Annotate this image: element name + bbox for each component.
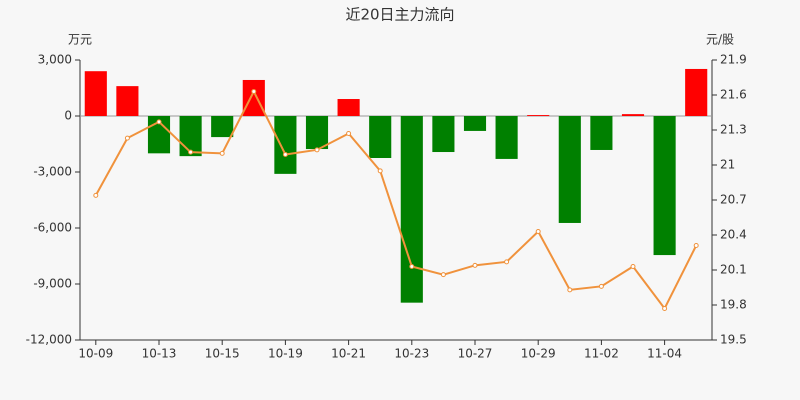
x-tick-label: 11-02 [584, 347, 619, 361]
chart-title: 近20日主力流向 [345, 6, 454, 24]
x-tick-label: 10-13 [142, 347, 177, 361]
y-tick-label: 0 [64, 109, 72, 123]
y2-tick-label: 21.9 [720, 53, 747, 67]
bar [242, 79, 265, 116]
bar [653, 116, 676, 256]
bar [558, 116, 581, 223]
price-point [251, 89, 257, 94]
x-tick-label: 10-23 [394, 347, 429, 361]
bar [527, 115, 550, 116]
x-tick-label: 10-29 [521, 347, 556, 361]
price-point [598, 283, 604, 289]
bar [621, 114, 645, 116]
y-tick-label: -12,000 [26, 333, 72, 347]
bar [369, 116, 392, 158]
y2-tick-label: 19.5 [720, 333, 747, 347]
price-point [662, 306, 668, 311]
bar [432, 116, 455, 153]
x-tick-label: 10-15 [205, 347, 240, 361]
price-point [472, 262, 478, 268]
price-point [535, 229, 541, 234]
x-tick-label: 10-21 [331, 347, 366, 361]
price-point [346, 131, 352, 136]
bar [305, 116, 329, 150]
y2-unit: 元/股 [706, 33, 734, 47]
bar [400, 116, 423, 303]
price-point [93, 192, 99, 198]
y-tick-label: -6,000 [33, 221, 72, 235]
y2-tick-label: 20.7 [720, 193, 747, 207]
x-tick-label: 10-09 [78, 347, 113, 361]
bar [211, 116, 234, 138]
bar [495, 116, 518, 159]
price-point [188, 149, 194, 155]
price-point [377, 168, 383, 174]
y2-tick-label: 20.4 [720, 228, 747, 242]
y-tick-label: -3,000 [33, 165, 72, 179]
bar [116, 86, 139, 116]
price-point [567, 287, 573, 293]
price-point [630, 264, 636, 269]
price-point [504, 259, 510, 265]
price-point [409, 264, 415, 269]
y-tick-label: -9,000 [33, 277, 72, 291]
price-point [124, 135, 130, 141]
y2-tick-label: 21 [720, 158, 735, 172]
x-tick-label: 10-19 [268, 347, 303, 361]
price-point [693, 243, 699, 248]
bar [84, 71, 107, 116]
bar [685, 68, 708, 116]
bar [274, 116, 297, 174]
price-point [314, 147, 320, 153]
bar [590, 116, 613, 150]
bar [337, 99, 360, 116]
x-tick-label: 11-04 [647, 347, 682, 361]
y2-tick-label: 21.6 [720, 88, 747, 102]
price-point [440, 272, 446, 278]
y2-tick-label: 19.8 [720, 298, 747, 312]
y-unit: 万元 [68, 33, 92, 47]
price-point [156, 119, 162, 125]
x-tick-label: 10-27 [458, 347, 493, 361]
price-line [94, 89, 698, 311]
y2-tick-label: 21.3 [720, 123, 747, 137]
y2-tick-label: 20.1 [720, 263, 747, 277]
y-tick-label: 3,000 [38, 53, 72, 67]
bar [463, 116, 487, 131]
price-point [282, 152, 288, 157]
price-point [219, 150, 225, 156]
